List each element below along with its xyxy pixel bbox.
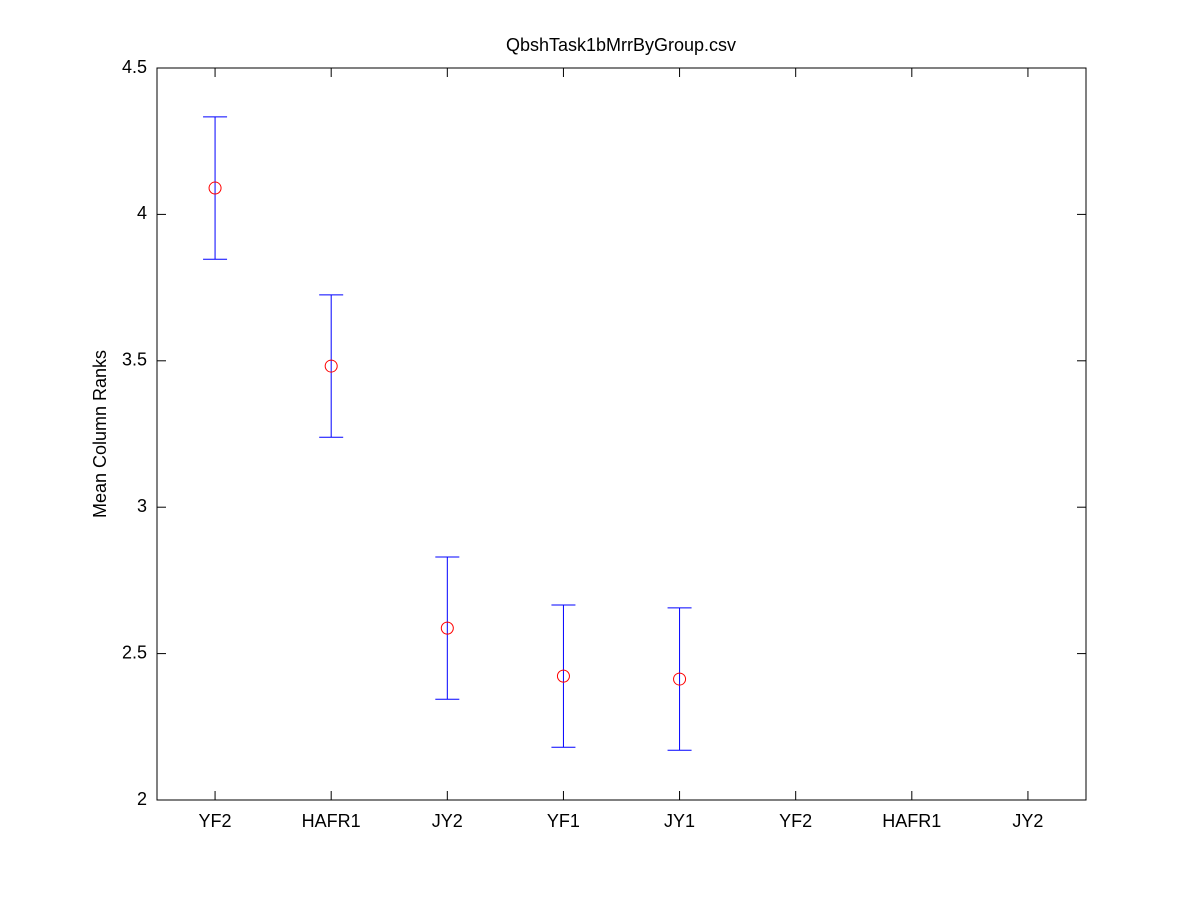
error-bar (203, 116, 228, 260)
error-bar (435, 556, 460, 700)
y-tick-label: 3.5 (122, 350, 147, 370)
x-tick-label: YF2 (199, 811, 232, 831)
marker (556, 669, 570, 683)
x-tick-label: YF1 (547, 811, 580, 831)
error-bar (319, 294, 344, 438)
y-tick-label: 2 (137, 789, 147, 809)
marker (324, 359, 338, 373)
x-tick-label: YF2 (779, 811, 812, 831)
x-tick-label: JY2 (1012, 811, 1043, 831)
y-tick-label: 2.5 (122, 642, 147, 662)
marker (208, 181, 222, 195)
x-tick-label: JY1 (664, 811, 695, 831)
plot-area (156, 67, 1087, 801)
marker (673, 672, 687, 686)
x-tick-label: JY2 (432, 811, 463, 831)
y-tick-label: 4 (137, 203, 147, 223)
x-tick-label: HAFR1 (302, 811, 361, 831)
chart-title: QbshTask1bMrrByGroup.csv (506, 35, 736, 55)
x-tick-label: HAFR1 (882, 811, 941, 831)
error-bar (551, 604, 576, 748)
y-tick-label: 4.5 (122, 57, 147, 77)
y-tick-label: 3 (137, 496, 147, 516)
error-bar (667, 607, 692, 751)
y-axis-label: Mean Column Ranks (90, 350, 110, 518)
marker (440, 621, 454, 635)
